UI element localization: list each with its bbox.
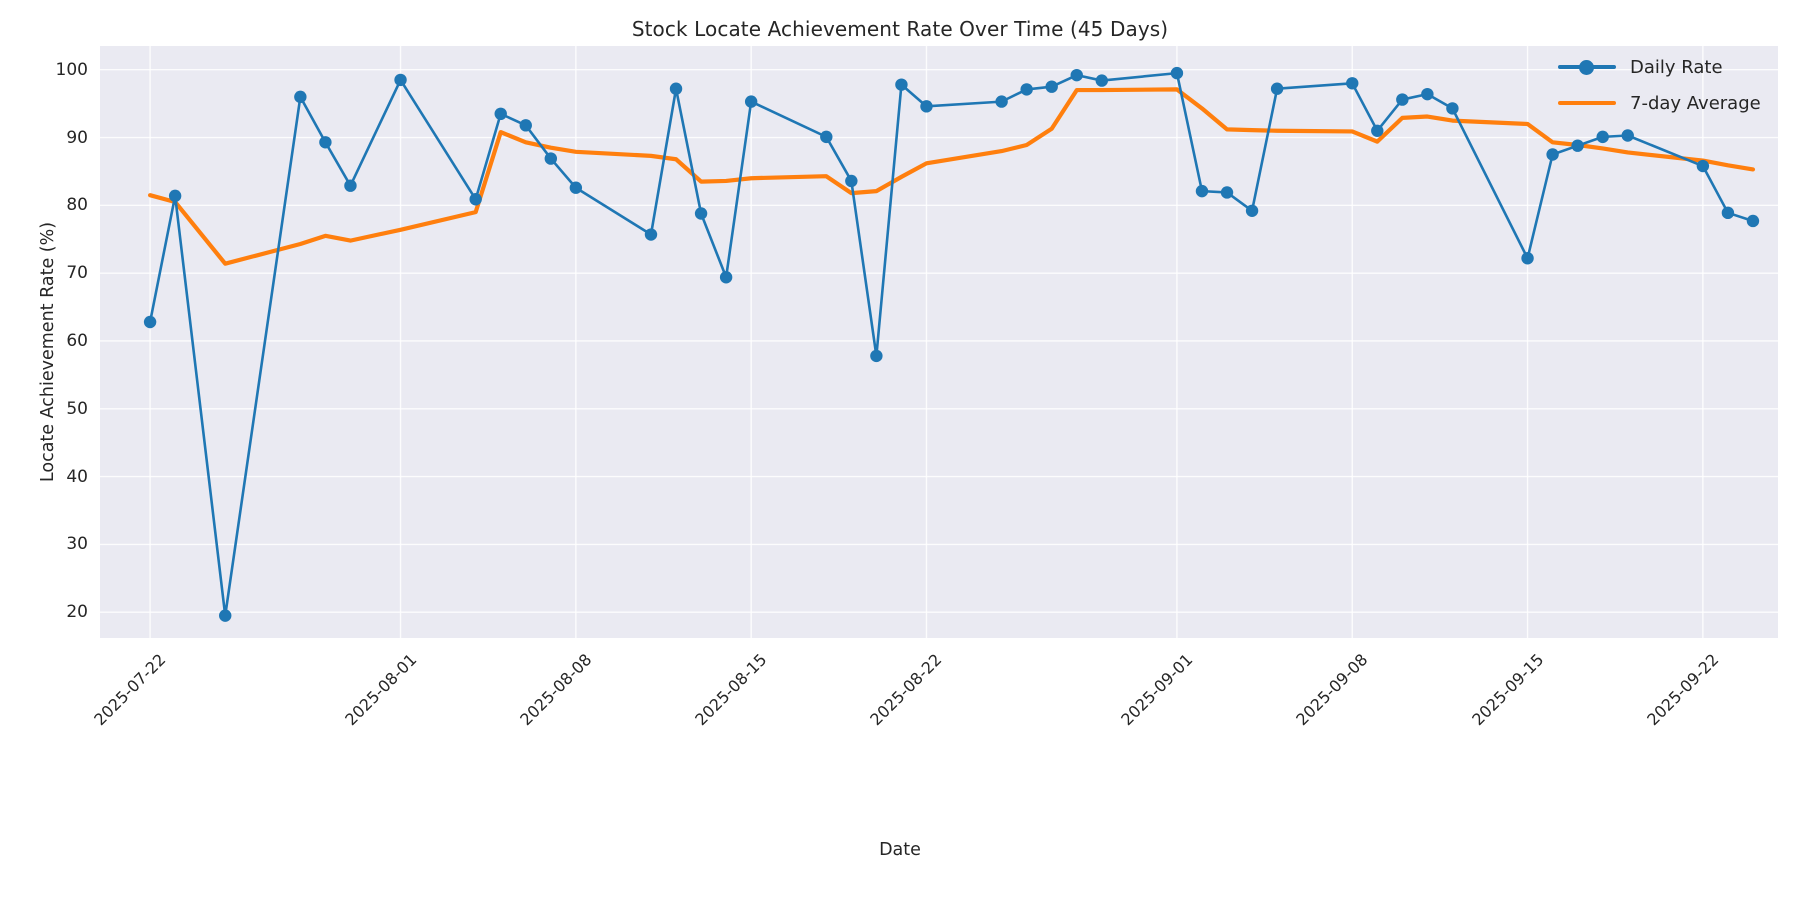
y-axis-tick-50: 50 xyxy=(66,398,88,419)
x-axis-tick-2025-08-22: 2025-08-22 xyxy=(866,650,946,730)
chart-canvas xyxy=(100,46,1778,638)
legend-item-seven-day-average[interactable]: 7-day Average xyxy=(1558,90,1761,116)
legend-label-daily-rate: Daily Rate xyxy=(1630,56,1723,78)
x-axis-tick-2025-08-01: 2025-08-01 xyxy=(340,650,420,730)
y-axis-tick-40: 40 xyxy=(66,466,88,487)
x-axis-tick-2025-09-22: 2025-09-22 xyxy=(1643,650,1723,730)
page-title: Stock Locate Achievement Rate Over Time … xyxy=(631,17,1169,41)
x-axis-tick-2025-08-15: 2025-08-15 xyxy=(691,650,771,730)
seven-day-average-swatch-icon xyxy=(1558,90,1616,116)
series-daily-rate-line xyxy=(148,71,1755,617)
y-axis-tick-100: 100 xyxy=(55,59,88,80)
x-axis-tick-2025-07-22: 2025-07-22 xyxy=(90,650,170,730)
series-7-day-average-line xyxy=(147,87,1756,266)
x-axis-tick-2025-09-15: 2025-09-15 xyxy=(1467,650,1547,730)
y-axis-label: Locate Achievement Rate (%) xyxy=(38,221,58,483)
chart-legend: Daily Rate 7-day Average xyxy=(1558,54,1761,116)
x-axis-tick-2025-09-01: 2025-09-01 xyxy=(1117,650,1197,730)
y-axis-tick-80: 80 xyxy=(66,195,88,216)
y-axis-tick-30: 30 xyxy=(66,534,88,555)
x-axis-label: Date xyxy=(879,840,921,860)
y-axis-tick-60: 60 xyxy=(66,330,88,351)
y-axis-tick-90: 90 xyxy=(66,127,88,148)
legend-item-daily-rate[interactable]: Daily Rate xyxy=(1558,54,1761,80)
plot-area xyxy=(100,46,1778,638)
x-axis-tick-2025-09-08: 2025-09-08 xyxy=(1292,650,1372,730)
series-daily-rate-markers xyxy=(143,66,1760,622)
daily-rate-swatch-icon xyxy=(1558,54,1616,80)
legend-label-seven-day-average: 7-day Average xyxy=(1630,92,1761,114)
y-axis-tick-70: 70 xyxy=(66,263,88,284)
grid-lines xyxy=(100,46,1778,638)
x-axis-tick-2025-08-08: 2025-08-08 xyxy=(516,650,596,730)
y-axis-tick-20: 20 xyxy=(66,602,88,623)
